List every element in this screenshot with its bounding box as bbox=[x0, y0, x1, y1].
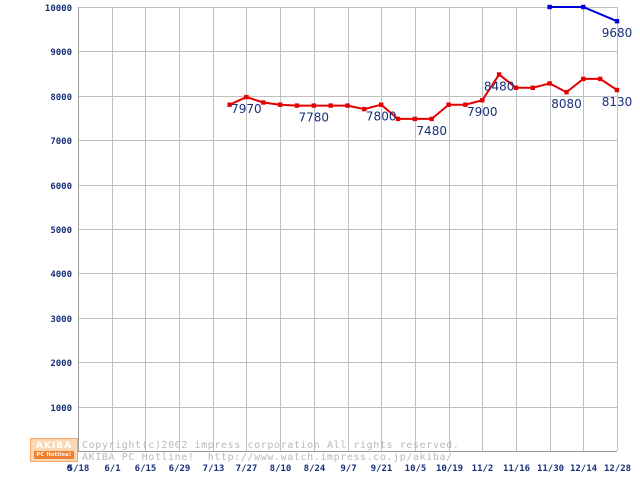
data-point-marker bbox=[429, 116, 434, 122]
data-point-marker bbox=[362, 106, 367, 112]
data-point-label: 8130 bbox=[602, 95, 633, 109]
y-axis-tick-label: 6000 bbox=[50, 182, 72, 192]
data-point-marker bbox=[328, 103, 333, 108]
data-point-marker bbox=[244, 94, 249, 100]
x-axis-tick-label: 12/14 bbox=[570, 464, 598, 474]
data-point-marker bbox=[463, 102, 468, 107]
y-axis-tick-label: 5000 bbox=[50, 226, 72, 236]
origin-label: 0 bbox=[67, 464, 72, 474]
copyright-line-2: AKIBA PC Hotline! http://www.watch.impre… bbox=[82, 452, 453, 463]
x-axis-tick-label: 8/10 bbox=[270, 464, 292, 474]
data-point-label: 7970 bbox=[231, 102, 262, 116]
x-axis-tick-label: 9/7 bbox=[340, 464, 356, 474]
x-axis-tick-label: 11/2 bbox=[472, 464, 494, 474]
data-point-marker bbox=[480, 98, 485, 103]
data-point-marker bbox=[547, 4, 552, 10]
y-axis-tick-label: 3000 bbox=[50, 315, 72, 325]
data-point-label: 8080 bbox=[551, 97, 582, 111]
x-axis-tick-label: 7/27 bbox=[236, 464, 258, 474]
data-point-marker bbox=[614, 87, 620, 93]
data-point-marker bbox=[513, 85, 519, 90]
data-point-marker bbox=[412, 116, 418, 122]
data-point-label: 8480 bbox=[484, 80, 515, 94]
data-point-marker bbox=[581, 76, 586, 82]
data-point-marker bbox=[261, 100, 266, 105]
akiba-pc-hotline-logo: AKIBA PC Hotline! bbox=[30, 438, 78, 462]
x-axis-tick-label: 12/28 bbox=[604, 464, 631, 474]
data-point-marker bbox=[496, 72, 502, 77]
data-point-label: 7480 bbox=[416, 124, 447, 138]
y-axis-tick-label: 7000 bbox=[50, 137, 72, 147]
data-point-label: 7900 bbox=[467, 105, 498, 119]
data-point-label: 7780 bbox=[299, 111, 330, 125]
data-point-label: 7800 bbox=[366, 110, 397, 124]
logo-sub-text: PC Hotline! bbox=[34, 451, 74, 459]
data-point-marker bbox=[614, 19, 620, 24]
data-point-marker bbox=[311, 103, 316, 108]
y-axis-tick-label: 8000 bbox=[50, 93, 72, 103]
x-axis-tick-label: 8/24 bbox=[304, 464, 326, 474]
copyright-line-1: Copyright(c)2002 impress corporation All… bbox=[82, 440, 460, 451]
data-point-marker bbox=[379, 102, 384, 107]
y-axis-tick-label: 9000 bbox=[50, 48, 72, 58]
x-axis-tick-label: 6/29 bbox=[169, 464, 191, 474]
x-axis-tick-label: 5/18 bbox=[68, 464, 90, 474]
x-axis-tick-label: 9/21 bbox=[371, 464, 393, 474]
data-point-marker bbox=[446, 102, 451, 107]
series-line-red-price-series bbox=[229, 73, 618, 120]
data-point-marker bbox=[564, 90, 569, 95]
x-axis-tick-label: 10/5 bbox=[405, 464, 427, 474]
y-axis-tick-label: 2000 bbox=[50, 359, 72, 369]
x-axis-tick-label: 6/1 bbox=[104, 464, 120, 474]
data-point-marker bbox=[345, 103, 350, 108]
data-point-marker bbox=[547, 81, 552, 86]
y-axis-tick-label: 1000 bbox=[50, 404, 72, 414]
data-point-marker bbox=[530, 85, 535, 90]
x-axis-tick-label: 10/19 bbox=[436, 464, 463, 474]
data-point-marker bbox=[227, 102, 232, 107]
logo-main-text: AKIBA bbox=[35, 441, 73, 451]
y-axis-tick-label: 4000 bbox=[50, 270, 72, 280]
data-point-label: 9680 bbox=[602, 26, 633, 40]
y-axis-tick-label: 10000 bbox=[45, 4, 72, 14]
data-point-marker bbox=[395, 116, 401, 122]
x-axis-tick-label: 7/13 bbox=[203, 464, 225, 474]
data-point-marker bbox=[294, 103, 300, 108]
x-axis-tick-label: 11/16 bbox=[503, 464, 530, 474]
data-point-marker bbox=[277, 102, 283, 107]
x-axis-tick-label: 6/15 bbox=[135, 464, 157, 474]
data-point-marker bbox=[581, 4, 586, 10]
data-point-marker bbox=[598, 76, 603, 82]
x-axis-tick-label: 11/30 bbox=[537, 464, 564, 474]
